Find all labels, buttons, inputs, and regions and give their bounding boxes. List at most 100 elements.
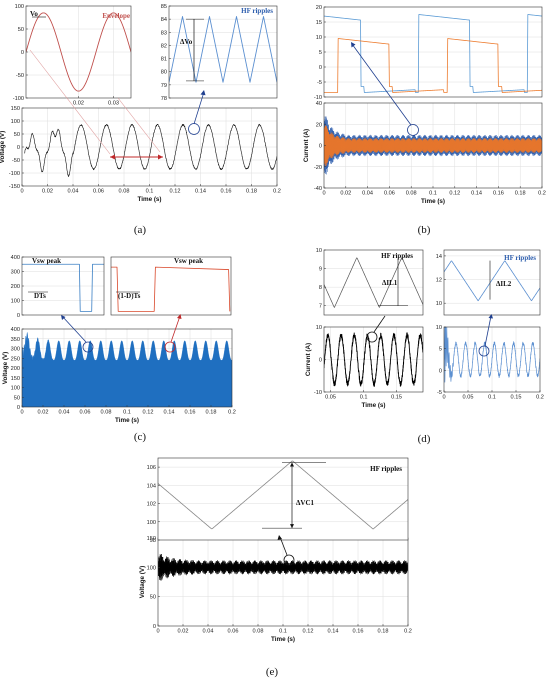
x-tick-label: 0.12 <box>303 629 314 635</box>
y-tick-label: 350 <box>11 337 20 343</box>
y-tick-label: 50 <box>14 132 20 138</box>
y-tick-label: 20 <box>316 122 322 128</box>
x-tick-label: 0.14 <box>328 629 339 635</box>
y-tick-label: 10 <box>436 325 442 331</box>
x-tick-label: 0 <box>442 395 445 401</box>
y-tick-label: 80 <box>161 70 167 76</box>
x-tick-label: 0.2 <box>273 189 281 195</box>
y-axis-label: Current (A) <box>305 343 312 376</box>
x-tick-label: 0.02 <box>340 191 351 197</box>
y-tick-label: -5 <box>317 80 322 86</box>
delta-il2-label: ΔIL2 <box>496 280 512 288</box>
x-axis-label: Time (s) <box>421 198 445 205</box>
x-tick-label: 0 <box>20 189 23 195</box>
panel-e-inset: 98100102104106 <box>147 458 408 544</box>
y-tick-label: -10 <box>314 95 322 101</box>
y-tick-label: 0 <box>319 144 322 150</box>
x-tick-label: 0 <box>156 629 159 635</box>
y-tick-label: -20 <box>314 165 322 171</box>
x-tick-label: 0.12 <box>170 189 181 195</box>
y-tick-label: 85 <box>161 4 167 10</box>
x-tick-label: 0.02 <box>73 101 84 107</box>
y-tick-label: 10 <box>316 325 322 331</box>
y-tick-label: 0 <box>17 405 20 411</box>
panel-e-main: 0 0.02 0.04 0.06 0.08 0.1 0.12 0.14 0.16 0.18 0.2 0… <box>139 536 412 643</box>
y-tick-label: -10 <box>314 390 322 396</box>
x-tick-label: 0.15 <box>391 395 402 401</box>
y-tick-label: 15 <box>316 20 322 26</box>
y-tick-label: -50 <box>16 73 24 79</box>
panel-label-b: (b) <box>418 224 431 236</box>
panel-c-inset-right <box>111 257 231 315</box>
y-tick-label: 100 <box>11 119 20 125</box>
x-tick-label: 0.2 <box>538 191 546 197</box>
y-tick-label: 150 <box>11 106 20 112</box>
x-tick-label: 0.04 <box>362 191 373 197</box>
y-axis-label: Voltage (V) <box>0 131 6 163</box>
y-axis-label: Voltage (V) <box>2 352 9 384</box>
x-tick-label: 0.15 <box>511 395 522 401</box>
y-tick-label: 79 <box>161 83 167 89</box>
y-tick-label: -5 <box>437 390 442 396</box>
y-tick-label: 10 <box>436 301 442 307</box>
hf-ripples-label: HF ripples <box>370 465 402 473</box>
x-tick-label: 0.05 <box>325 395 336 401</box>
delta-il1-label: ΔIL1 <box>382 279 398 287</box>
x-tick-label: 0.02 <box>42 189 53 195</box>
y-axis-label: Voltage (V) <box>139 566 146 598</box>
x-tick-label: 0.2 <box>404 629 412 635</box>
y-tick-label: 82 <box>161 43 167 49</box>
x-tick-label: 0.14 <box>164 410 175 416</box>
envelope-label: Envelope <box>102 12 130 20</box>
x-tick-label: 0.05 <box>463 395 474 401</box>
y-tick-label: 40 <box>316 101 322 107</box>
x-tick-label: 0.14 <box>471 191 482 197</box>
y-tick-label: 0 <box>21 50 24 56</box>
vsw-peak-label: Vsw peak <box>174 257 203 265</box>
y-tick-label: -150 <box>9 184 20 190</box>
y-tick-label: 0 <box>439 368 442 374</box>
y-tick-label: 250 <box>11 356 20 362</box>
x-tick-label: 0.02 <box>178 629 189 635</box>
y-axis-label: Current (A) <box>303 129 310 162</box>
y-tick-label: 0 <box>17 145 20 151</box>
y-tick-label: 0 <box>17 313 20 319</box>
y-tick-label: 102 <box>147 502 156 508</box>
x-tick-label: 0.1 <box>146 189 154 195</box>
y-tick-label: 5 <box>319 50 322 56</box>
x-tick-label: 0.06 <box>93 189 104 195</box>
y-tick-label: 14 <box>436 254 442 260</box>
y-tick-label: -40 <box>314 186 322 192</box>
y-tick-label: -100 <box>9 171 20 177</box>
panel-label-e: (e) <box>266 666 279 678</box>
x-tick-label: 0.2 <box>228 410 236 416</box>
x-tick-label: 0.02 <box>38 410 49 416</box>
x-tick-label: 0.08 <box>406 191 417 197</box>
panel-b-main: 0 0.02 0.04 0.06 0.08 0.1 0.12 0.14 0.16 0.18 0.2-… <box>303 101 546 205</box>
y-tick-label: 50 <box>14 395 20 401</box>
y-tick-label: 200 <box>11 284 20 290</box>
plot-area <box>111 257 231 315</box>
x-tick-label: 0.1 <box>360 395 368 401</box>
y-tick-label: 400 <box>11 327 20 333</box>
panel-c-main: 0 0.02 0.04 0.06 0.08 0.1 0.12 0.14 0.16 0.18 0.20… <box>2 327 236 424</box>
x-axis-label: Time (s) <box>137 196 161 203</box>
vsw-peak-label: Vsw peak <box>32 257 61 265</box>
y-tick-label: 0 <box>319 358 322 364</box>
x-tick-label: 0.18 <box>246 189 257 195</box>
y-tick-label: -100 <box>13 96 24 102</box>
x-tick-label: 0.08 <box>101 410 112 416</box>
x-tick-label: 0.1 <box>429 191 437 197</box>
y-tick-label: 10 <box>316 248 322 254</box>
y-tick-label: 100 <box>147 565 156 571</box>
panel-a-inset-right: 78 79 80 81 82 83 84 85 <box>161 4 277 102</box>
y-tick-label: 100 <box>11 299 20 305</box>
y-tick-label: 8 <box>319 285 322 291</box>
panel-a-main: 0 0.02 0.04 0.06 0.08 0.1 0.12 0.14 0.16 0.18 0.2 -… <box>0 106 281 203</box>
x-tick-label: 0.1 <box>488 395 496 401</box>
axes-layer: 0 0.02 0.04 0.06 0.08 0.1 0.12 0.14 0.16 0.18 0.2-… <box>0 4 546 643</box>
hf-ripples-label: HF ripples <box>381 252 413 260</box>
x-tick-label: 0.16 <box>493 191 504 197</box>
panel-d-left: 0.05 0.1 0.15 -10 0 10 Time (s) Current (A) <box>305 325 423 409</box>
y-tick-label: 7 <box>319 304 322 310</box>
